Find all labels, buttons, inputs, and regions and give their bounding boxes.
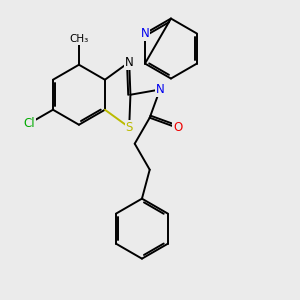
Text: Cl: Cl xyxy=(24,117,35,130)
Text: N: N xyxy=(156,83,164,96)
Text: CH₃: CH₃ xyxy=(69,34,88,44)
Text: N: N xyxy=(125,56,134,69)
Text: N: N xyxy=(141,27,149,40)
Text: O: O xyxy=(173,122,182,134)
Text: S: S xyxy=(125,121,133,134)
